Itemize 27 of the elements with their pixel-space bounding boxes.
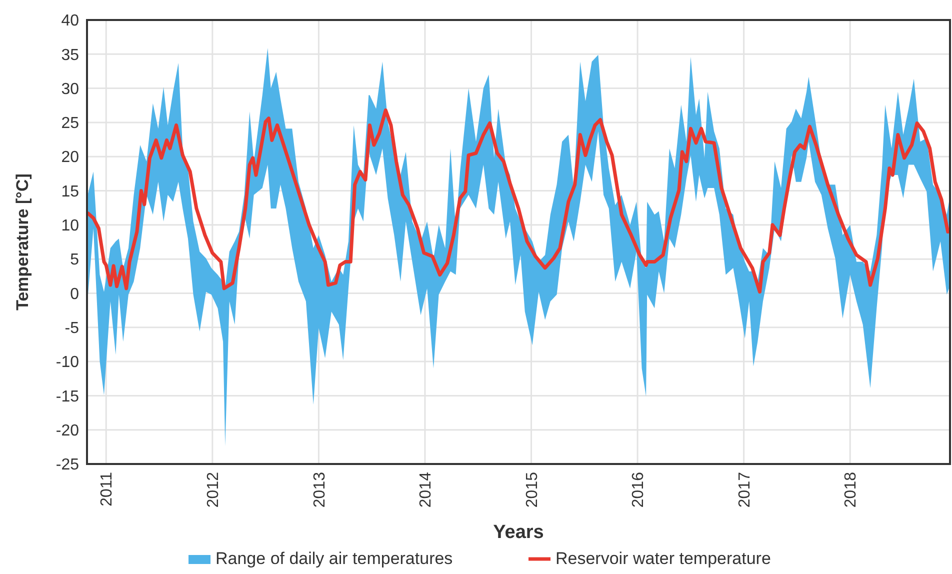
y-axis-title: Temperature [°C] bbox=[13, 174, 32, 310]
y-tick-label: -5 bbox=[64, 320, 80, 337]
legend-label: Reservoir water temperature bbox=[556, 549, 771, 568]
y-tick-label: 20 bbox=[61, 149, 80, 166]
y-tick-label: 35 bbox=[61, 46, 80, 64]
y-tick-label: 30 bbox=[61, 80, 80, 98]
y-tick-label: -10 bbox=[56, 354, 80, 372]
y-tick-label: 0 bbox=[70, 286, 80, 303]
line-series bbox=[86, 108, 950, 294]
x-axis-title: Years bbox=[493, 522, 544, 543]
y-tick-label: -20 bbox=[56, 422, 80, 440]
x-tick-label: 2013 bbox=[311, 472, 328, 508]
y-tick-label: 10 bbox=[61, 218, 80, 235]
y-tick-label: -15 bbox=[56, 388, 80, 406]
x-tick-label: 2014 bbox=[418, 472, 435, 508]
y-tick-label: 40 bbox=[61, 12, 80, 30]
x-tick-label: 2011 bbox=[98, 472, 116, 506]
x-tick-label: 2012 bbox=[205, 472, 222, 508]
y-tick-label: 15 bbox=[61, 183, 80, 200]
legend-label: Range of daily air temperatures bbox=[216, 549, 453, 568]
x-tick-label: 2018 bbox=[842, 472, 860, 508]
y-tick-label: -25 bbox=[56, 456, 80, 474]
y-tick-label: 5 bbox=[70, 252, 80, 269]
x-tick-label: 2017 bbox=[736, 472, 754, 508]
x-tick-label: 2015 bbox=[524, 472, 541, 508]
x-tick-label: 2016 bbox=[630, 472, 648, 508]
y-tick-label: 25 bbox=[61, 115, 80, 132]
